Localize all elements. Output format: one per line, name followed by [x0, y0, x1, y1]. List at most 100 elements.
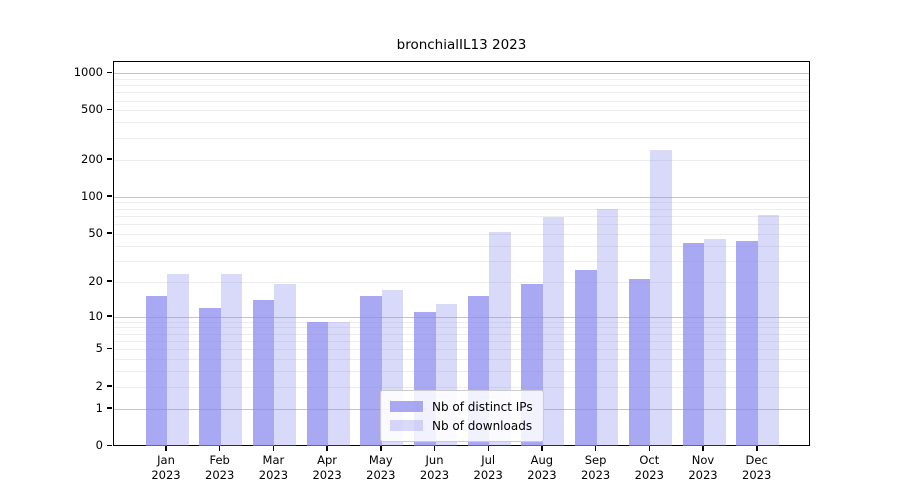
- x-tick-month: Aug: [530, 453, 554, 467]
- x-tick-label: Jun 2023: [403, 453, 467, 483]
- x-tick-label: Dec 2023: [725, 453, 789, 483]
- x-tick-year: 2023: [634, 468, 664, 482]
- y-tick-label: 50: [88, 225, 103, 240]
- bar-downloads-dec: [757, 215, 780, 446]
- x-tick-month: May: [368, 453, 393, 467]
- bar-distinct-ips-sep: [575, 270, 597, 446]
- x-tick-label: Oct 2023: [617, 453, 681, 483]
- x-tick-year: 2023: [580, 468, 611, 482]
- x-tick-mark: [165, 446, 167, 451]
- bar-downloads-jan: [167, 274, 189, 446]
- y-tick-mark: [107, 385, 112, 387]
- x-tick-mark: [272, 446, 275, 451]
- bar-downloads-aug: [542, 217, 565, 446]
- y-tick-mark: [107, 347, 112, 350]
- legend-swatch-distinct-ips: [390, 401, 423, 412]
- y-tick-label: 2: [95, 378, 103, 393]
- legend-row-downloads: Nb of downloads: [390, 416, 534, 435]
- x-tick-month: Dec: [745, 453, 768, 467]
- x-tick-month: Jun: [425, 453, 444, 467]
- y-tick-mark: [107, 280, 112, 282]
- x-tick-month: Apr: [317, 453, 338, 467]
- gridline-minor: [114, 110, 809, 112]
- x-tick-mark: [702, 446, 704, 451]
- x-tick-month: Sep: [584, 453, 607, 467]
- x-tick-year: 2023: [742, 468, 772, 482]
- gridline-minor: [114, 359, 809, 361]
- x-tick-month: Jan: [157, 453, 175, 467]
- x-tick-month: Oct: [639, 453, 660, 467]
- y-tick-label: 10: [88, 308, 103, 323]
- y-tick-mark: [107, 315, 112, 317]
- gridline-minor: [114, 327, 809, 329]
- x-tick-label: Jan 2023: [134, 453, 198, 483]
- gridline-minor: [114, 137, 809, 139]
- x-tick-year: 2023: [473, 468, 503, 482]
- bar-distinct-ips-oct: [628, 279, 651, 446]
- bar-downloads-apr: [328, 321, 350, 446]
- bar-downloads-sep: [596, 209, 619, 446]
- x-tick-label: Sep 2023: [564, 453, 628, 483]
- x-tick-mark: [218, 446, 221, 451]
- gridline-minor: [114, 92, 809, 94]
- x-tick-year: 2023: [258, 468, 289, 482]
- gridline-minor: [114, 100, 809, 102]
- x-tick-mark: [648, 446, 650, 451]
- bar-downloads-feb: [220, 274, 243, 446]
- gridline-minor: [114, 85, 809, 86]
- y-tick-label: 1: [95, 400, 103, 415]
- bar-distinct-ips-mar: [252, 299, 275, 446]
- x-tick-mark: [433, 446, 436, 451]
- x-tick-mark: [487, 446, 489, 451]
- gridline-major: [114, 73, 809, 74]
- y-tick-label: 20: [88, 273, 103, 288]
- y-tick-mark: [107, 407, 112, 409]
- gridline-minor: [114, 281, 809, 283]
- x-tick-label: Nov 2023: [671, 453, 735, 483]
- x-tick-year: 2023: [688, 468, 718, 482]
- gridline-minor: [114, 159, 809, 161]
- gridline-minor: [114, 224, 809, 225]
- gridline-minor: [114, 215, 809, 217]
- x-tick-mark: [594, 446, 597, 451]
- y-tick-label: 100: [81, 188, 103, 203]
- bar-distinct-ips-jan: [145, 296, 167, 446]
- legend: Nb of distinct IPs Nb of downloads: [380, 390, 544, 442]
- x-tick-year: 2023: [151, 468, 181, 482]
- x-tick-mark: [380, 446, 382, 451]
- plot-area: [113, 61, 810, 446]
- y-tick-mark: [107, 232, 112, 234]
- bar-downloads-mar: [274, 284, 296, 446]
- x-tick-label: Jul 2023: [456, 453, 520, 483]
- x-tick-mark: [756, 446, 758, 451]
- bar-downloads-nov: [704, 239, 726, 446]
- y-tick-mark: [107, 444, 112, 446]
- y-tick-mark: [107, 195, 112, 197]
- gridline-minor: [114, 233, 809, 235]
- gridline-minor: [114, 208, 809, 210]
- bar-distinct-ips-feb: [199, 307, 221, 446]
- gridline-minor: [114, 333, 809, 335]
- y-tick-label: 1000: [73, 65, 103, 79]
- y-tick-label: 200: [81, 151, 103, 166]
- x-tick-label: Mar 2023: [241, 453, 305, 483]
- gridline-minor: [114, 371, 809, 373]
- gridline-minor: [114, 349, 809, 351]
- bar-distinct-ips-dec: [736, 240, 758, 446]
- x-tick-year: 2023: [366, 468, 396, 482]
- x-tick-label: May 2023: [349, 453, 413, 483]
- gridline-minor: [114, 340, 809, 342]
- y-tick-mark: [107, 158, 112, 160]
- x-tick-month: Mar: [262, 453, 285, 467]
- x-tick-year: 2023: [419, 468, 450, 482]
- x-tick-year: 2023: [527, 468, 557, 482]
- gridline-major: [114, 196, 809, 198]
- bar-distinct-ips-may: [360, 296, 382, 446]
- y-tick-label: 500: [81, 102, 103, 117]
- legend-label-distinct-ips: Nb of distinct IPs: [432, 399, 533, 414]
- gridline-minor: [114, 321, 809, 323]
- x-tick-month: Jul: [481, 453, 496, 467]
- x-tick-mark: [326, 446, 328, 451]
- gridline-minor: [114, 245, 809, 247]
